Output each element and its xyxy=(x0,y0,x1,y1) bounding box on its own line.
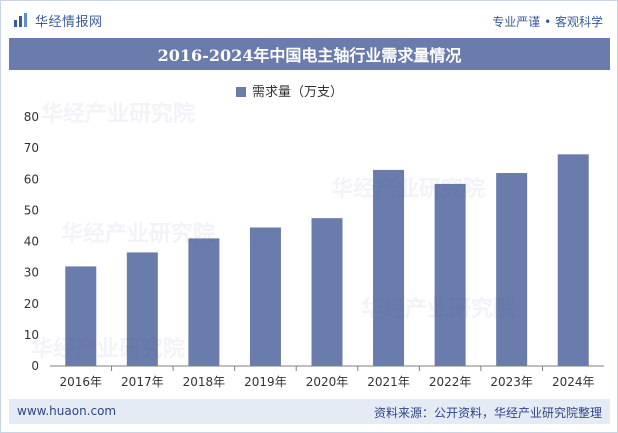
x-tick-label: 2023年 xyxy=(490,375,533,389)
bar xyxy=(311,218,343,366)
y-tick-label: 10 xyxy=(24,328,39,342)
y-tick-label: 0 xyxy=(31,359,39,373)
x-tick-label: 2024年 xyxy=(552,375,595,389)
slogan: 专业严谨 • 客观科学 xyxy=(492,15,603,29)
bar xyxy=(373,169,405,366)
y-tick-label: 50 xyxy=(24,203,39,217)
bar xyxy=(249,227,281,366)
x-tick-label: 2016年 xyxy=(60,375,103,389)
bar-chart: 需求量（万支） 0 10 20 30 40 50 60 70 80 2016年 2017年 2018年 2… xyxy=(24,85,604,389)
y-tick-label: 60 xyxy=(24,172,39,186)
footer-source: 资料来源：公开资料，华经产业研究院整理 xyxy=(373,406,602,420)
y-tick-label: 30 xyxy=(24,266,39,280)
bar xyxy=(434,183,466,366)
header-bar: 华经情报网 专业严谨 • 客观科学 xyxy=(1,1,617,37)
chart-title: 2016-2024年中国电主轴行业需求量情况 xyxy=(157,46,462,65)
x-tick-label: 2018年 xyxy=(183,375,226,389)
y-tick-label: 20 xyxy=(24,297,39,311)
bar xyxy=(557,154,589,366)
bar xyxy=(65,266,97,366)
x-tick-label: 2017年 xyxy=(121,375,164,389)
title-bar: 2016-2024年中国电主轴行业需求量情况 xyxy=(9,38,610,70)
x-tick-label: 2020年 xyxy=(306,375,349,389)
logo-icon xyxy=(14,13,27,27)
x-tick-label: 2019年 xyxy=(244,375,287,389)
y-tick-label: 80 xyxy=(24,110,39,124)
footer-bar: www.huaon.com 资料来源：公开资料，华经产业研究院整理 xyxy=(9,399,610,424)
y-tick-label: 70 xyxy=(24,141,39,155)
chart-area: 需求量（万支） 0 10 20 30 40 50 60 70 80 2016年 2017年 2018年 2… xyxy=(1,73,617,399)
bar xyxy=(188,238,220,366)
y-tick-label: 40 xyxy=(24,235,39,249)
legend-swatch xyxy=(236,87,246,97)
x-tick-label: 2022年 xyxy=(429,375,472,389)
x-tick-label: 2021年 xyxy=(367,375,410,389)
bar xyxy=(126,252,158,366)
bar xyxy=(496,173,528,366)
footer-website[interactable]: www.huaon.com xyxy=(17,404,117,418)
logo: 华经情报网 xyxy=(13,11,103,30)
legend-label: 需求量（万支） xyxy=(252,85,343,100)
logo-text: 华经情报网 xyxy=(35,14,103,30)
